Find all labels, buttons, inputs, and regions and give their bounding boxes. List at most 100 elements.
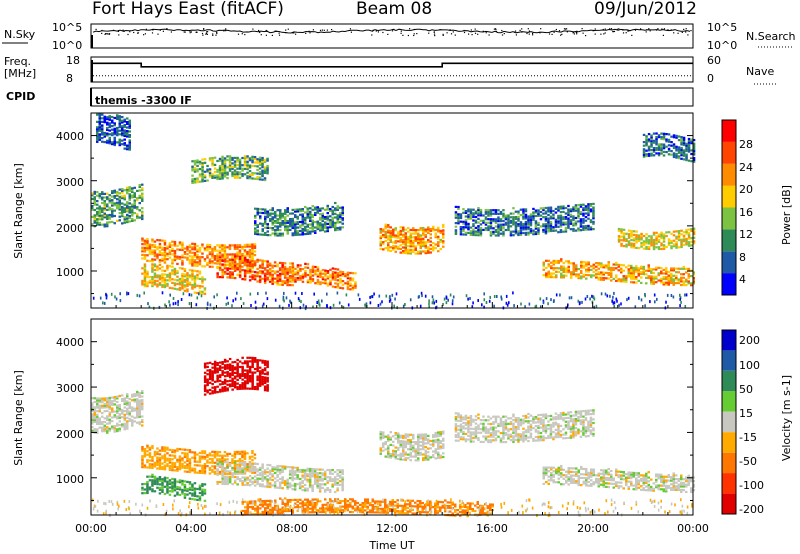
heat-cell (626, 298, 628, 302)
heat-cell (474, 234, 478, 237)
heat-cell (168, 277, 172, 280)
heat-cell (161, 239, 164, 242)
heat-cell (278, 269, 282, 272)
heat-cell (670, 144, 673, 147)
heat-cell (248, 369, 252, 372)
heat-cell (183, 289, 187, 292)
heat-cell (266, 234, 269, 237)
sky-noise-dot (488, 34, 490, 36)
heat-cell (121, 189, 124, 192)
sky-noise-dot (670, 29, 672, 31)
heat-cell (93, 199, 96, 203)
heat-cell (299, 226, 302, 229)
heat-cell (128, 216, 131, 219)
heat-cell (278, 283, 282, 286)
heat-cell (198, 270, 202, 273)
heat-cell (143, 281, 147, 284)
heat-cell (118, 201, 121, 204)
power-ytick-4000: 4000 (56, 130, 84, 143)
heat-cell (143, 239, 147, 242)
heat-cell (250, 304, 252, 307)
heat-cell (193, 167, 197, 170)
heat-cell (314, 265, 317, 269)
heat-cell (186, 275, 189, 278)
heat-cell (231, 366, 234, 369)
heat-cell (233, 173, 237, 176)
sky-noise-dot (648, 28, 650, 30)
heat-cell (429, 240, 432, 243)
heat-cell (575, 266, 578, 269)
heat-cell (409, 234, 412, 237)
heat-cell (264, 208, 267, 211)
heat-cell (254, 227, 257, 230)
heat-cell (153, 279, 157, 282)
sky-noise-dot (442, 34, 444, 36)
heat-cell (116, 128, 119, 131)
power-cb-tick-16: 16 (739, 206, 753, 219)
heat-cell (341, 283, 345, 286)
heat-cell (141, 395, 144, 398)
heat-cell (662, 268, 665, 271)
heat-cell (243, 385, 247, 388)
heat-cell (233, 375, 237, 378)
heat-cell (253, 263, 257, 266)
heat-cell (188, 249, 192, 252)
heat-cell (630, 238, 633, 242)
heat-cell (131, 218, 134, 221)
heat-cell (692, 158, 696, 161)
heat-cell (161, 254, 164, 257)
heat-cell (319, 225, 322, 228)
heat-cell (672, 234, 676, 237)
heat-cell (238, 266, 242, 269)
heat-cell (685, 230, 688, 233)
heat-cell (153, 265, 157, 268)
heat-cell (682, 154, 686, 157)
heat-cell (263, 170, 267, 173)
heat-cell (131, 420, 134, 424)
heat-cell (494, 220, 498, 223)
heat-cell (111, 425, 114, 428)
heat-cell (662, 240, 666, 243)
heat-cell (128, 195, 131, 198)
heat-cell (258, 370, 262, 373)
heat-cell (289, 212, 292, 215)
heat-cell (201, 256, 204, 259)
heat-cell (582, 203, 585, 206)
heat-cell (251, 263, 254, 266)
heat-cell (201, 245, 204, 248)
heat-cell (650, 240, 653, 243)
heat-cell (181, 285, 184, 288)
heat-cell (156, 248, 159, 251)
heat-cell (665, 278, 668, 281)
heat-cell (299, 213, 302, 216)
heat-cell (243, 260, 247, 263)
heat-cell (131, 395, 134, 398)
heat-cell (168, 245, 172, 248)
heat-cell (682, 152, 686, 156)
heat-cell (657, 145, 661, 148)
heat-cell (98, 209, 101, 212)
heat-cell (93, 408, 96, 411)
heat-cell (529, 224, 533, 227)
heat-cell (414, 247, 417, 250)
heat-cell (153, 274, 157, 277)
heat-cell (650, 275, 653, 278)
heat-cell (91, 409, 94, 412)
sky-noise-dot (206, 31, 208, 33)
heat-cell (655, 238, 658, 242)
heat-cell (123, 417, 126, 420)
heat-cell (106, 139, 109, 142)
heat-cell (642, 133, 646, 136)
heat-cell (226, 173, 229, 176)
heat-cell (575, 273, 578, 276)
heat-cell (141, 187, 144, 190)
heat-cell (399, 229, 402, 232)
heat-cell (141, 419, 144, 422)
heat-cell (642, 155, 646, 158)
heat-cell (138, 189, 141, 192)
heat-cell (294, 233, 297, 237)
heat-cell (218, 376, 222, 379)
heat-cell (118, 429, 121, 432)
heat-cell (660, 272, 663, 275)
heat-cell (241, 169, 244, 172)
